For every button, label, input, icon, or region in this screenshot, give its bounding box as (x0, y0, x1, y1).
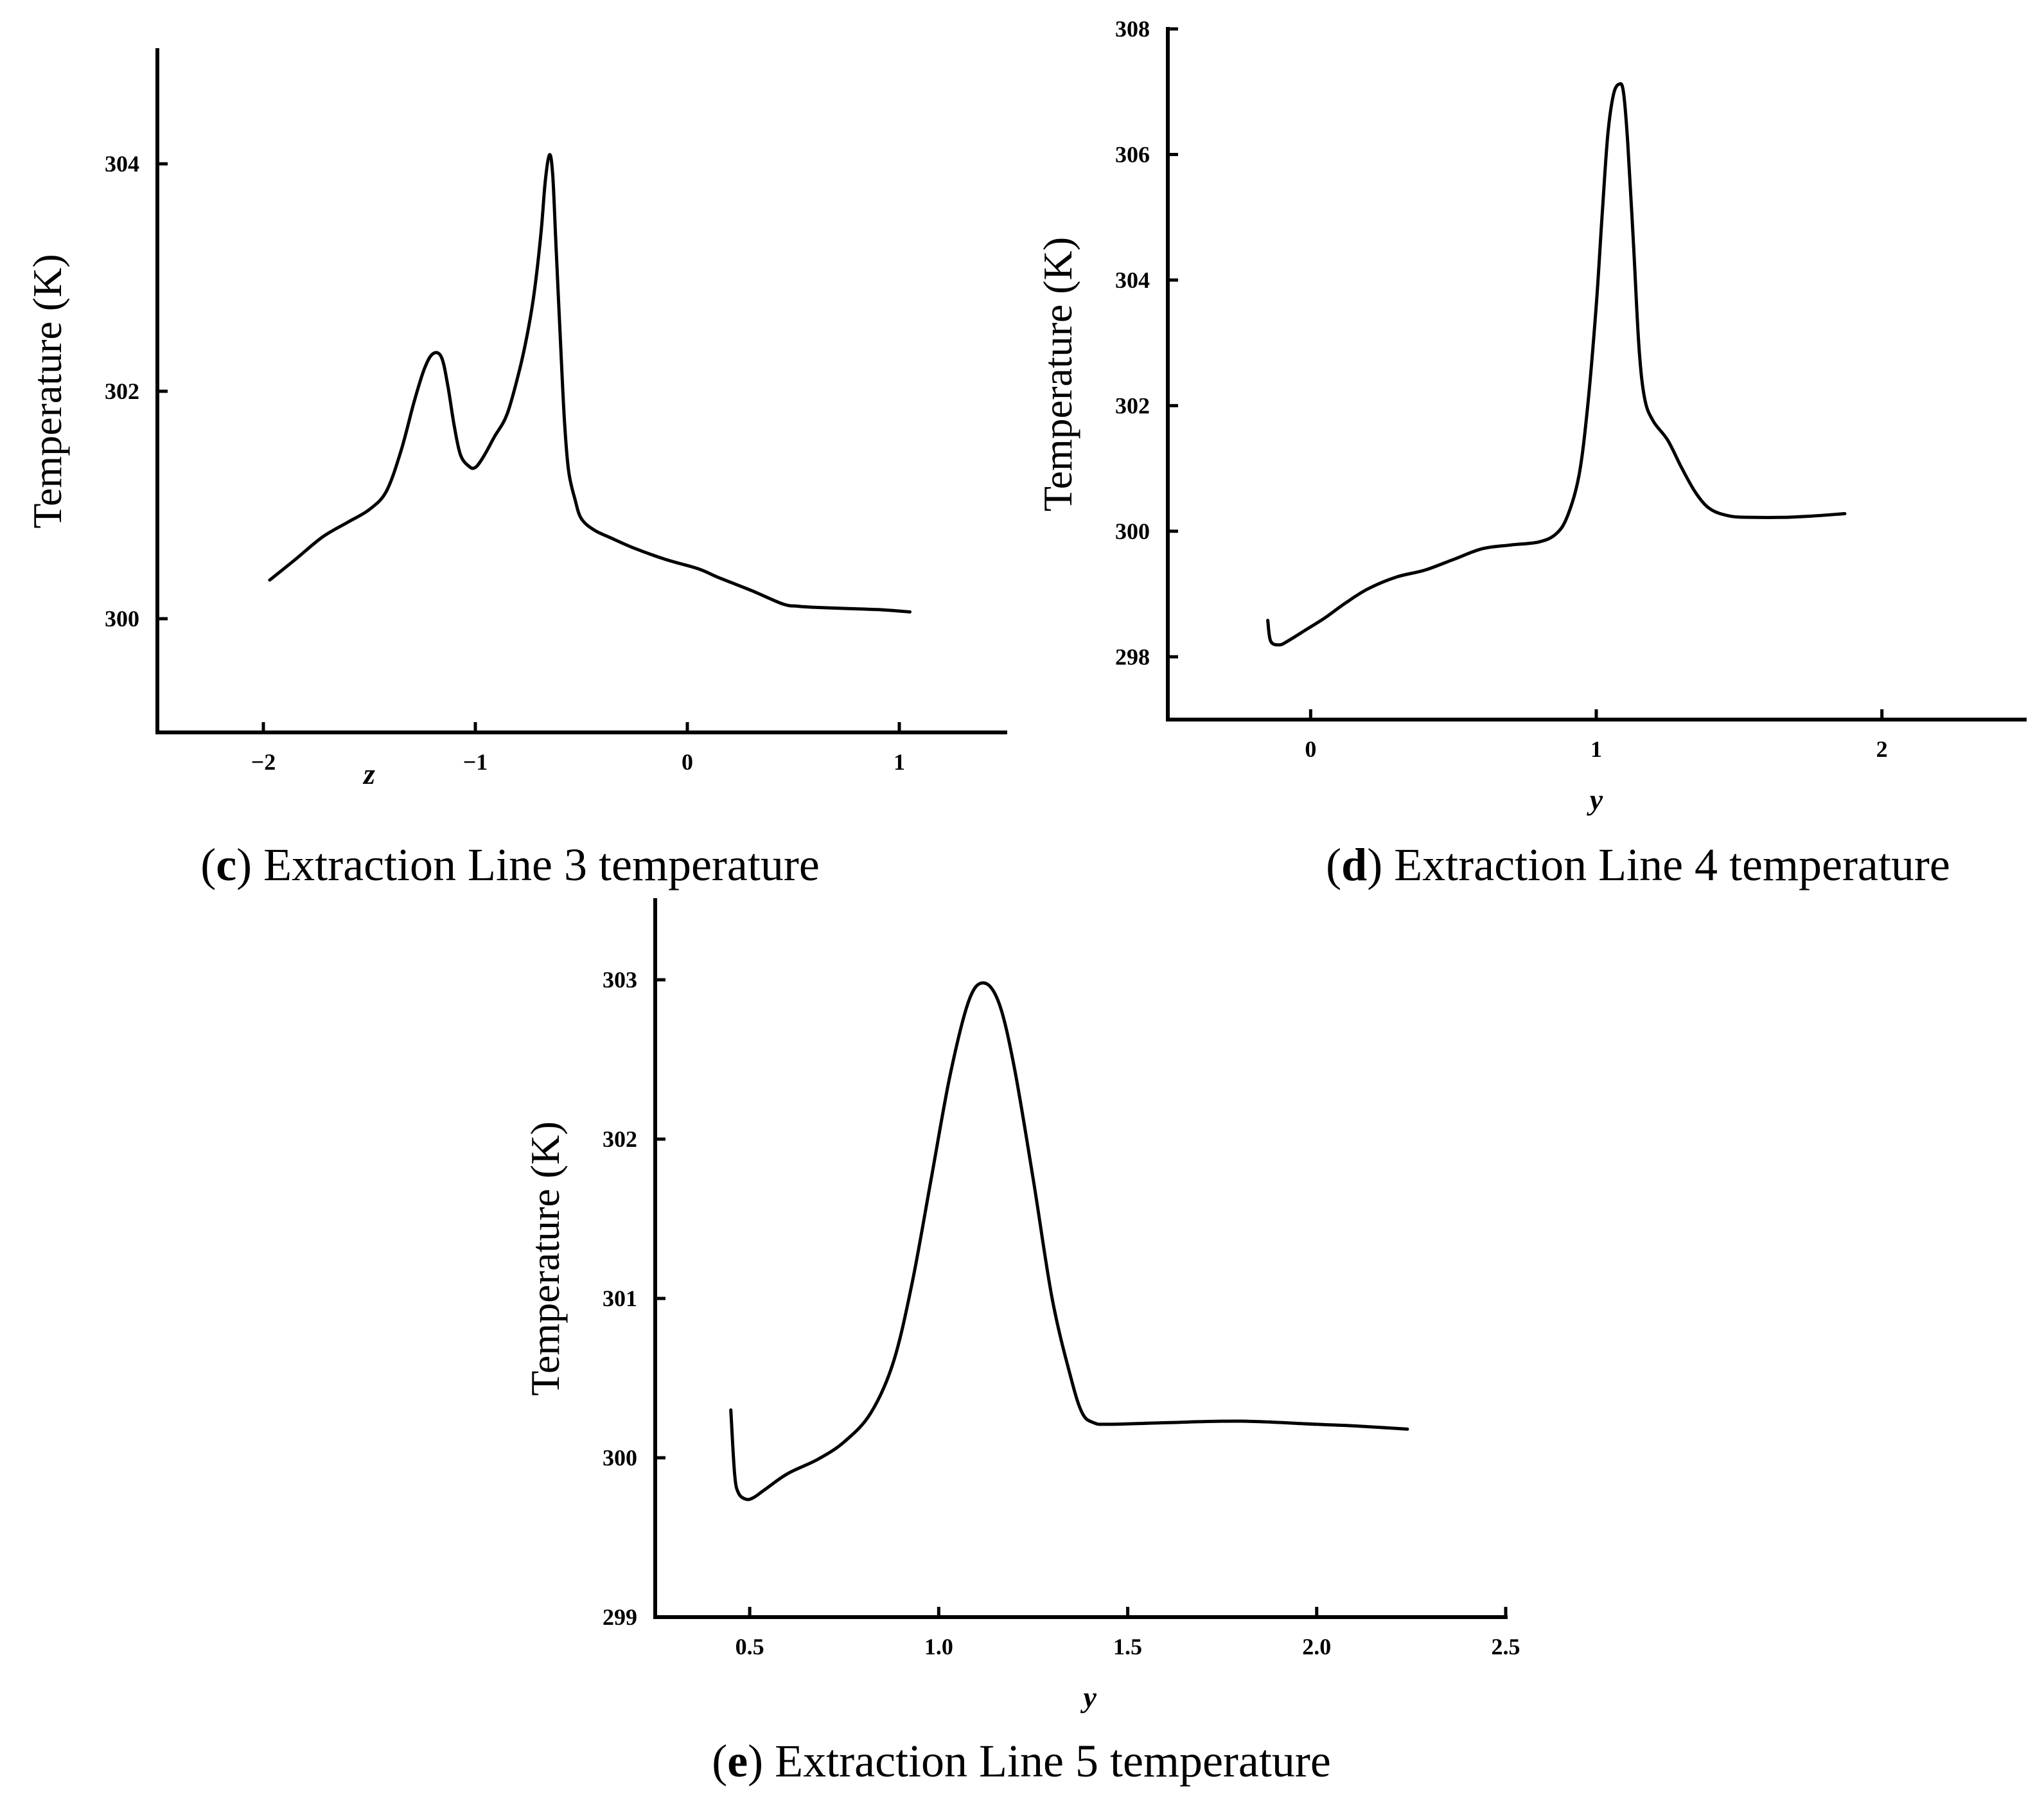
marks-e (729, 981, 1409, 1501)
x-tick-label-e: 2.0 (1302, 1634, 1331, 1660)
y-tick-label-d: 304 (1115, 267, 1150, 293)
y-tick-label-e: 302 (603, 1126, 637, 1152)
caption-e-letter: e (727, 1735, 748, 1787)
y-tick-label-d: 306 (1115, 141, 1150, 167)
x-tick-label-e: 1.0 (924, 1634, 953, 1660)
y-tick-label-d: 300 (1115, 518, 1150, 544)
series-line-d (1266, 82, 1847, 647)
y-axis-title-d: Temperature (K) (1035, 237, 1080, 511)
caption-d-letter: d (1341, 839, 1368, 890)
x-axis-title-e: y (1080, 1681, 1097, 1713)
y-tick-label-d: 308 (1115, 16, 1150, 42)
x-tick-label-e: 2.5 (1492, 1634, 1520, 1660)
marks-d (1266, 82, 1847, 647)
chart-e: 299 300 301 302 303 0.5 1.0 1.5 2.0 2.5 Temperatur… (522, 898, 1520, 1713)
marks-c (268, 153, 912, 614)
y-tick-label-c: 304 (105, 151, 139, 177)
caption-e-text: Extraction Line 5 temperature (775, 1735, 1331, 1787)
x-axis-title-d: y (1587, 783, 1603, 816)
series-line-c (268, 153, 912, 614)
y-tick-label-c: 302 (105, 378, 139, 404)
chart-d: 298 300 302 304 306 308 0 1 2 Temperature (K) y (1035, 16, 2027, 816)
x-tick-label-c: 1 (894, 749, 905, 775)
caption-c-letter: c (216, 839, 237, 890)
x-tick-label-e: 1.5 (1113, 1634, 1142, 1660)
y-tick-label-e: 303 (603, 967, 637, 993)
x-tick-label-d: 0 (1305, 736, 1316, 762)
x-tick-label-d: 2 (1876, 736, 1888, 762)
y-axis-title-c: Temperature (K) (24, 254, 70, 528)
y-tick-label-d: 298 (1115, 644, 1150, 669)
x-tick-label-c: −2 (251, 749, 276, 775)
chart-c: 300 302 304 −2 −1 0 1 Temperature (K) z (24, 48, 1007, 790)
caption-d-text: Extraction Line 4 temperature (1394, 839, 1950, 890)
axes-c: 300 302 304 −2 −1 0 1 Temperature (K) z (24, 48, 1007, 790)
axes-d: 298 300 302 304 306 308 0 1 2 Temperature (K) y (1035, 16, 2027, 816)
axes-e: 299 300 301 302 303 0.5 1.0 1.5 2.0 2.5 Temperatur… (522, 898, 1520, 1713)
caption-c: (c) Extraction Line 3 temperature (200, 839, 820, 890)
caption-d: (d) Extraction Line 4 temperature (1326, 839, 1950, 890)
y-tick-label-c: 300 (105, 606, 139, 632)
y-tick-label-e: 299 (603, 1604, 637, 1630)
y-tick-label-e: 300 (603, 1445, 637, 1471)
x-tick-label-e: 0.5 (736, 1634, 764, 1660)
caption-c-text: Extraction Line 3 temperature (263, 839, 820, 890)
caption-e: (e) Extraction Line 5 temperature (712, 1735, 1331, 1787)
series-line-e (729, 981, 1409, 1501)
x-tick-label-c: −1 (463, 749, 488, 775)
y-tick-label-e: 301 (603, 1286, 637, 1311)
y-tick-label-d: 302 (1115, 393, 1150, 418)
x-tick-label-d: 1 (1590, 736, 1602, 762)
y-axis-title-e: Temperature (K) (522, 1121, 568, 1395)
x-axis-title-c: z (362, 757, 375, 790)
x-tick-label-c: 0 (682, 749, 693, 775)
